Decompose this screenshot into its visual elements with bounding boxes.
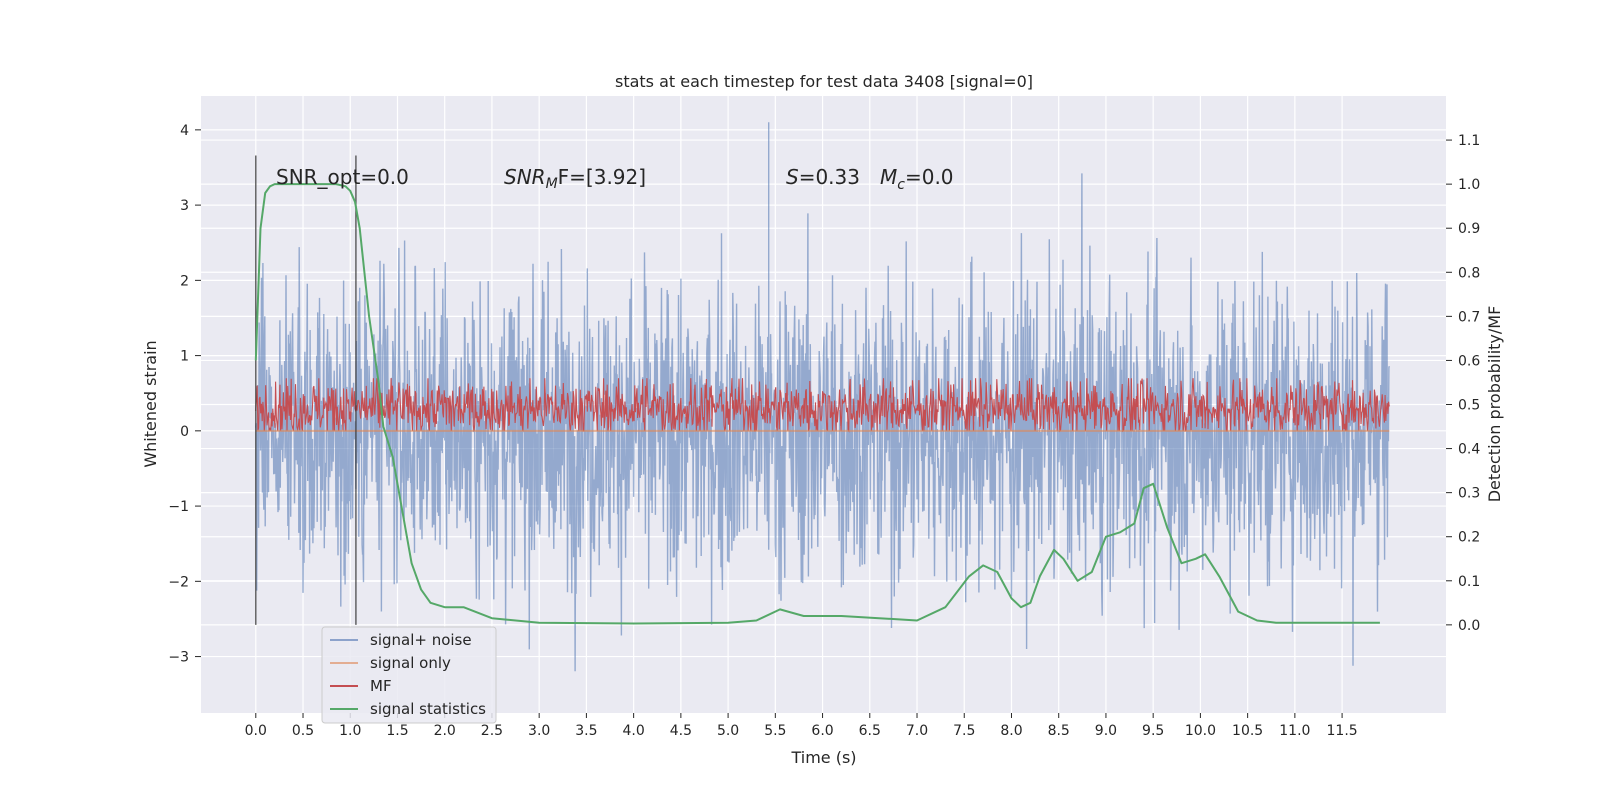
x-tick-label: 10.5 <box>1232 723 1263 739</box>
x-tick-label: 6.5 <box>859 723 881 739</box>
annotation-snr-mf: SNRMF=[3.92] <box>504 165 646 192</box>
annotation-s-symbol: S <box>786 165 799 189</box>
y-tick-label-right: 0.3 <box>1458 486 1480 502</box>
legend-label-signal-statistics: signal statistics <box>370 700 486 718</box>
annotation-snr-mf-symbol: SNR <box>504 165 546 189</box>
annotation-mc-value: =0.0 <box>905 165 954 189</box>
y-axis-label-left: Whitened strain <box>141 340 160 467</box>
signal-statistics-line <box>254 183 1380 625</box>
y-tick-label-left: 1 <box>180 349 189 365</box>
y-tick-label-right: 0.0 <box>1458 618 1480 634</box>
chart-title: stats at each timestep for test data 340… <box>615 72 1033 91</box>
x-tick-label: 8.0 <box>1000 723 1022 739</box>
annotation-s-value: =0.33 <box>799 165 860 189</box>
y-axis-label-right: Detection probability/MF <box>1485 306 1504 503</box>
x-tick-label: 4.5 <box>670 723 692 739</box>
y-tick-label-left: 0 <box>180 424 189 440</box>
y-tick-label-right: 0.4 <box>1458 442 1480 458</box>
y-tick-label-right: 0.2 <box>1458 530 1480 546</box>
legend-frame <box>321 626 497 724</box>
x-tick-label: 1.0 <box>339 723 361 739</box>
legend-label-signal-noise: signal+ noise <box>370 631 472 649</box>
annotation-mc-symbol: M <box>880 165 897 189</box>
x-tick-label: 0.0 <box>245 723 267 739</box>
x-tick-label: 7.5 <box>953 723 975 739</box>
x-tick-label: 11.0 <box>1279 723 1310 739</box>
mf-line <box>255 378 1390 433</box>
x-tick-label: 2.0 <box>434 723 456 739</box>
x-tick-label: 5.0 <box>717 723 739 739</box>
y-tick-label-left: −2 <box>168 574 189 590</box>
annotation-mc-subscript: c <box>897 177 905 193</box>
x-tick-label: 5.5 <box>764 723 786 739</box>
y-tick-label-right: 0.5 <box>1458 398 1480 414</box>
legend: signal+ noise signal only MF signal stat… <box>321 626 497 724</box>
y-tick-label-left: 3 <box>180 198 189 214</box>
annotation-snr-mf-value: F=[3.92] <box>558 165 646 189</box>
legend-label-signal-only: signal only <box>370 654 451 672</box>
legend-item-signal-statistics: signal statistics <box>330 700 486 718</box>
legend-label-mf: MF <box>370 677 392 695</box>
legend-item-signal-only: signal only <box>330 654 451 672</box>
y-tick-label-right: 0.1 <box>1458 574 1480 590</box>
x-tick-label: 7.0 <box>906 723 928 739</box>
x-tick-label: 9.5 <box>1142 723 1164 739</box>
axes: 0.0 0.5 1.0 1.5 2.0 2.5 3.0 3.5 4.0 4.5 5.0 5.5 6.0 6… <box>168 123 1480 739</box>
y-tick-label-right: 0.6 <box>1458 353 1480 369</box>
x-tick-label: 11.5 <box>1327 723 1358 739</box>
y-tick-label-right: 1.0 <box>1458 177 1480 193</box>
x-tick-label: 1.5 <box>386 723 408 739</box>
annotation-snr-opt: SNR_opt=0.0 <box>276 165 409 189</box>
x-tick-label: 3.5 <box>575 723 597 739</box>
annotation-mc: Mc=0.0 <box>880 165 954 193</box>
y-tick-label-right: 0.9 <box>1458 221 1480 237</box>
x-tick-label: 0.5 <box>292 723 314 739</box>
y-tick-label-right: 1.1 <box>1458 133 1480 149</box>
x-tick-label: 4.0 <box>622 723 644 739</box>
y-tick-label-left: 2 <box>180 273 189 289</box>
x-tick-label: 3.0 <box>528 723 550 739</box>
y-tick-label-left: −3 <box>168 650 189 666</box>
x-tick-label: 9.0 <box>1095 723 1117 739</box>
signal-statistics-series <box>254 183 1380 625</box>
annotations: SNR_opt=0.0 SNRMF=[3.92] S=0.33 Mc=0.0 <box>276 165 954 193</box>
annotation-s: S=0.33 <box>786 165 860 189</box>
legend-item-signal-noise: signal+ noise <box>330 631 472 649</box>
y-tick-label-right: 0.8 <box>1458 265 1480 281</box>
x-tick-label: 6.0 <box>811 723 833 739</box>
annotation-snr-mf-subscript: M <box>546 176 558 192</box>
x-axis-label: Time (s) <box>790 748 856 767</box>
y-tick-label-left: 4 <box>180 123 189 139</box>
mf-series <box>255 378 1390 433</box>
x-tick-label: 2.5 <box>481 723 503 739</box>
x-tick-label: 10.0 <box>1185 723 1216 739</box>
x-tick-label: 8.5 <box>1048 723 1070 739</box>
y-tick-label-left: −1 <box>168 499 189 515</box>
y-tick-label-right: 0.7 <box>1458 309 1480 325</box>
legend-item-mf: MF <box>330 677 392 695</box>
marker-lines <box>255 155 357 625</box>
